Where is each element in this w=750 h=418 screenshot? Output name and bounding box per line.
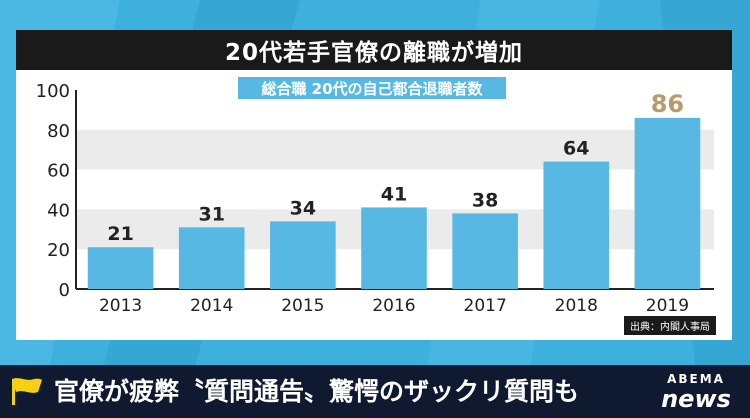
x-tick-label: 2019: [646, 296, 689, 316]
y-tick-label: 60: [47, 161, 70, 182]
y-tick-labels: 0 20 40 60 80 100: [36, 81, 70, 301]
y-tick-label: 0: [59, 280, 70, 301]
x-tick-labels: 2013 2014 2015 2016 2017 2018 2019: [99, 296, 689, 316]
logo-top-text: ABEMA: [667, 372, 725, 386]
data-label: 21: [107, 223, 133, 245]
data-labels: 21 31 34 41 38 64 86: [107, 90, 684, 245]
headline: 官僚が疲弊〝質問通告〟驚愕のザックリ質問も: [54, 377, 580, 406]
source-label: 出典：内閣人事局: [624, 316, 716, 335]
y-tick-label: 20: [47, 240, 70, 261]
bar: [361, 207, 427, 289]
chart-subtitle: 総合職 20代の自己都合退職者数: [261, 80, 483, 98]
x-tick-label: 2018: [555, 296, 598, 316]
bar: [178, 227, 245, 289]
bars: [87, 117, 701, 289]
grid-band: [76, 129, 714, 170]
bar: [87, 247, 154, 289]
caption-bar: [0, 365, 750, 418]
y-tick-label: 100: [36, 81, 70, 102]
x-tick-label: 2016: [372, 296, 415, 316]
x-tick-label: 2014: [190, 296, 233, 316]
data-label: 86: [651, 90, 684, 118]
subtitle-box: [238, 77, 506, 99]
data-label: 31: [198, 203, 224, 225]
bar: [270, 221, 336, 289]
data-label: 41: [381, 183, 407, 205]
chart-subtitle-group: 総合職 20代の自己都合退職者数: [238, 77, 506, 99]
data-label: 34: [290, 197, 316, 219]
x-tick-label: 2017: [464, 296, 507, 316]
logo-bottom-text: news: [661, 385, 731, 413]
yellow-flag-icon: [12, 378, 42, 405]
data-label: 64: [563, 138, 589, 160]
bar: [634, 117, 701, 289]
y-tick-label: 40: [47, 200, 70, 221]
abema-news-logo: ABEMA news: [648, 372, 744, 414]
bar: [452, 213, 518, 289]
bar: [543, 161, 610, 289]
chart-title: 20代若手官僚の離職が増加: [16, 30, 732, 70]
x-tick-label: 2015: [281, 296, 324, 316]
x-tick-label: 2013: [99, 296, 142, 316]
data-label: 38: [472, 189, 498, 211]
y-tick-label: 80: [47, 121, 70, 142]
